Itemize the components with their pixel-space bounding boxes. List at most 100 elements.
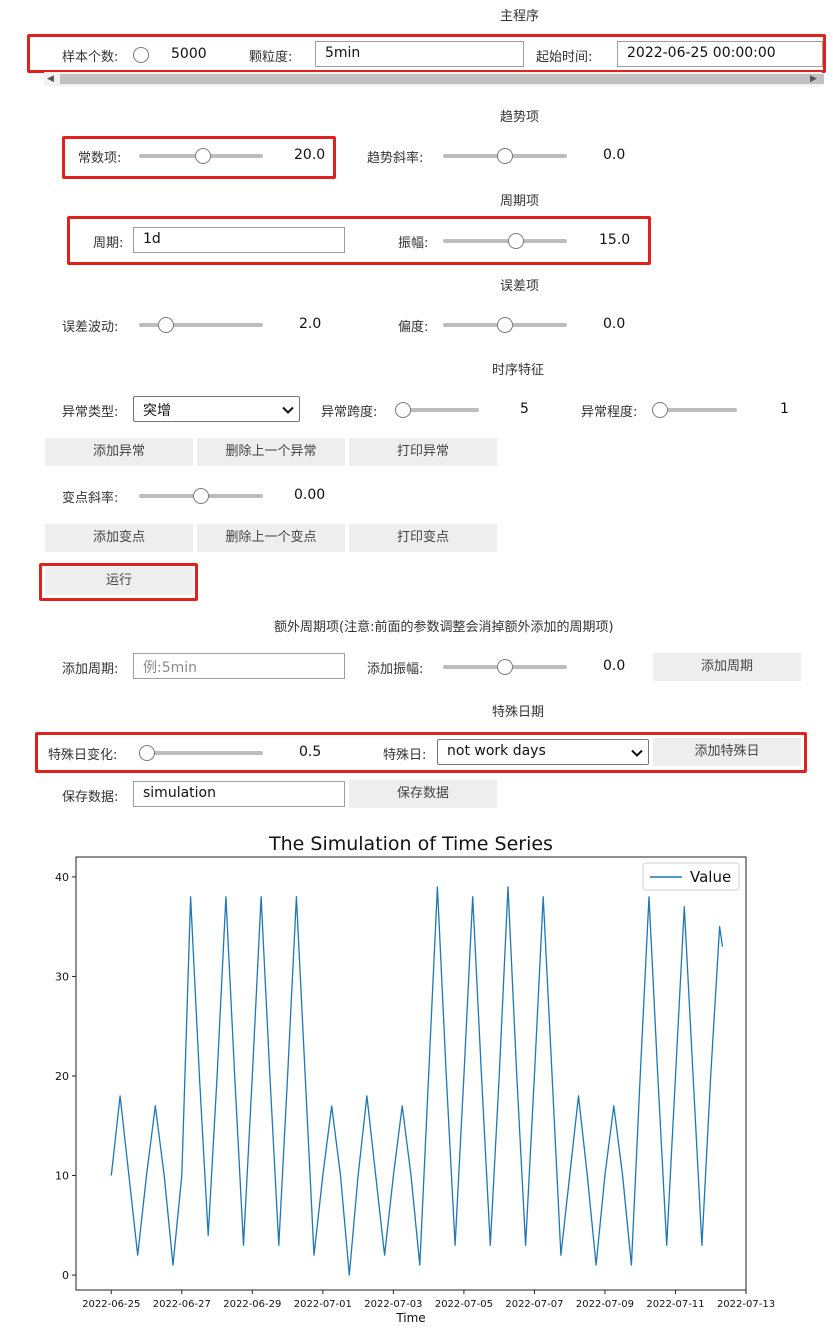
anomaly-span-slider[interactable]: [395, 400, 479, 420]
legend: Value: [642, 862, 740, 891]
horizontal-scrollbar[interactable]: ◀ ▶: [44, 72, 824, 86]
series-line-value: [110, 886, 724, 1276]
legend-box: [642, 862, 740, 891]
amplitude-label: 振幅:: [398, 236, 429, 251]
add-anomaly-button[interactable]: 添加异常: [45, 438, 193, 466]
chevron-down-icon: [282, 406, 294, 414]
run-button[interactable]: 运行: [45, 567, 193, 595]
sample-count-value: 5000: [171, 46, 207, 62]
bias-label: 偏度:: [398, 320, 429, 335]
changepoint-slope-slider[interactable]: [139, 486, 263, 506]
save-filename-input[interactable]: simulation: [133, 781, 345, 807]
x-tick-label: 2022-07-05: [435, 1299, 493, 1310]
slider-knob[interactable]: [508, 233, 525, 249]
chevron-down-icon: [631, 749, 643, 757]
delete-last-anomaly-button[interactable]: 删除上一个异常: [197, 438, 345, 466]
granularity-label: 颗粒度:: [249, 50, 293, 65]
slider-knob[interactable]: [497, 659, 513, 675]
slider-knob[interactable]: [652, 402, 668, 418]
anomaly-level-slider[interactable]: [652, 400, 737, 420]
slope-slider[interactable]: [443, 146, 567, 166]
highlight-box-run: [39, 563, 198, 601]
amplitude-slider[interactable]: [443, 231, 567, 251]
period-label: 周期:: [93, 236, 124, 251]
fluctuation-value: 2.0: [299, 316, 322, 332]
y-tick-label: 30: [55, 970, 69, 983]
constant-slider[interactable]: [139, 146, 263, 166]
add-amplitude-label: 添加振幅:: [367, 662, 424, 677]
save-data-button[interactable]: 保存数据: [349, 780, 497, 808]
slider-knob[interactable]: [497, 317, 513, 333]
save-label: 保存数据:: [62, 790, 119, 805]
slope-label: 趋势斜率:: [367, 151, 424, 166]
slider-knob[interactable]: [497, 148, 513, 164]
changepoint-slope-label: 变点斜率:: [62, 491, 119, 506]
features-section-title: 时序特征: [492, 363, 545, 378]
x-tick-label: 2022-06-27: [153, 1299, 211, 1310]
period-section-title: 周期项: [500, 194, 540, 209]
x-tick-label: 2022-07-09: [576, 1299, 634, 1310]
legend-label: Value: [690, 868, 731, 886]
period-input[interactable]: 1d: [133, 227, 345, 253]
y-tick-label: 0: [62, 1269, 69, 1282]
x-tick-label: 2022-07-03: [364, 1299, 422, 1310]
anomaly-span-label: 异常跨度:: [321, 405, 378, 420]
add-changepoint-button[interactable]: 添加变点: [45, 524, 193, 552]
x-axis-label: Time: [395, 1311, 425, 1325]
fluctuation-label: 误差波动:: [62, 320, 119, 335]
chart-title: The Simulation of Time Series: [268, 833, 553, 855]
print-anomaly-button[interactable]: 打印异常: [349, 438, 497, 466]
start-time-label: 起始时间:: [536, 50, 593, 65]
y-tick-label: 40: [55, 871, 69, 884]
bias-slider[interactable]: [443, 315, 567, 335]
sample-count-slider-knob[interactable]: [133, 47, 149, 63]
delete-last-changepoint-button[interactable]: 删除上一个变点: [197, 524, 345, 552]
scroll-left-arrow-icon[interactable]: ◀: [47, 74, 54, 84]
anomaly-type-label: 异常类型:: [62, 405, 119, 420]
scrollbar-thumb[interactable]: [60, 74, 824, 84]
add-special-day-button[interactable]: 添加特殊日: [653, 738, 801, 766]
granularity-input[interactable]: 5min: [315, 41, 524, 67]
scroll-right-arrow-icon[interactable]: ▶: [810, 74, 817, 84]
changepoint-slope-value: 0.00: [294, 487, 326, 503]
anomaly-span-value: 5: [520, 401, 529, 417]
anomaly-type-select[interactable]: 突增: [133, 396, 300, 422]
trend-section-title: 趋势项: [500, 110, 540, 125]
special-day-selected: not work days: [447, 743, 546, 759]
amplitude-value: 15.0: [599, 232, 631, 248]
slope-value: 0.0: [603, 147, 626, 163]
start-time-input[interactable]: 2022-06-25 00:00:00: [617, 41, 823, 67]
sample-count-label: 样本个数:: [62, 50, 119, 65]
add-amplitude-value: 0.0: [603, 658, 626, 674]
slider-knob[interactable]: [193, 488, 209, 504]
anomaly-level-label: 异常程度:: [581, 405, 638, 420]
special-day-select[interactable]: not work days: [437, 739, 649, 765]
x-tick-label: 2022-06-25: [82, 1299, 140, 1310]
add-period-button[interactable]: 添加周期: [653, 653, 801, 681]
anomaly-level-value: 1: [780, 401, 789, 417]
add-amplitude-slider[interactable]: [443, 657, 567, 677]
constant-label: 常数项:: [78, 151, 122, 166]
error-section-title: 误差项: [500, 279, 540, 294]
special-day-label: 特殊日:: [383, 748, 427, 763]
x-tick-label: 2022-07-07: [505, 1299, 563, 1310]
x-tick-label: 2022-07-11: [646, 1299, 704, 1310]
time-series-chart: The Simulation of Time Series 010203040 …: [55, 833, 775, 1325]
highlight-box-period: [67, 216, 651, 265]
fluctuation-slider[interactable]: [139, 315, 263, 335]
x-tick-label: 2022-06-29: [223, 1299, 281, 1310]
slider-knob[interactable]: [139, 745, 155, 761]
add-period-input[interactable]: 例:5min: [133, 653, 345, 679]
x-tick-label: 2022-07-13: [717, 1299, 775, 1310]
highlight-box-main: [27, 34, 826, 73]
print-changepoint-button[interactable]: 打印变点: [349, 524, 497, 552]
slider-knob[interactable]: [158, 317, 175, 333]
slider-knob[interactable]: [195, 148, 212, 164]
bias-value: 0.0: [603, 316, 626, 332]
highlight-box-constant: [62, 136, 336, 179]
x-tick-label: 2022-07-01: [294, 1299, 352, 1310]
slider-knob[interactable]: [395, 402, 411, 418]
main-section-title: 主程序: [500, 9, 540, 24]
y-tick-label: 20: [55, 1070, 69, 1083]
special-change-slider[interactable]: [139, 743, 263, 763]
